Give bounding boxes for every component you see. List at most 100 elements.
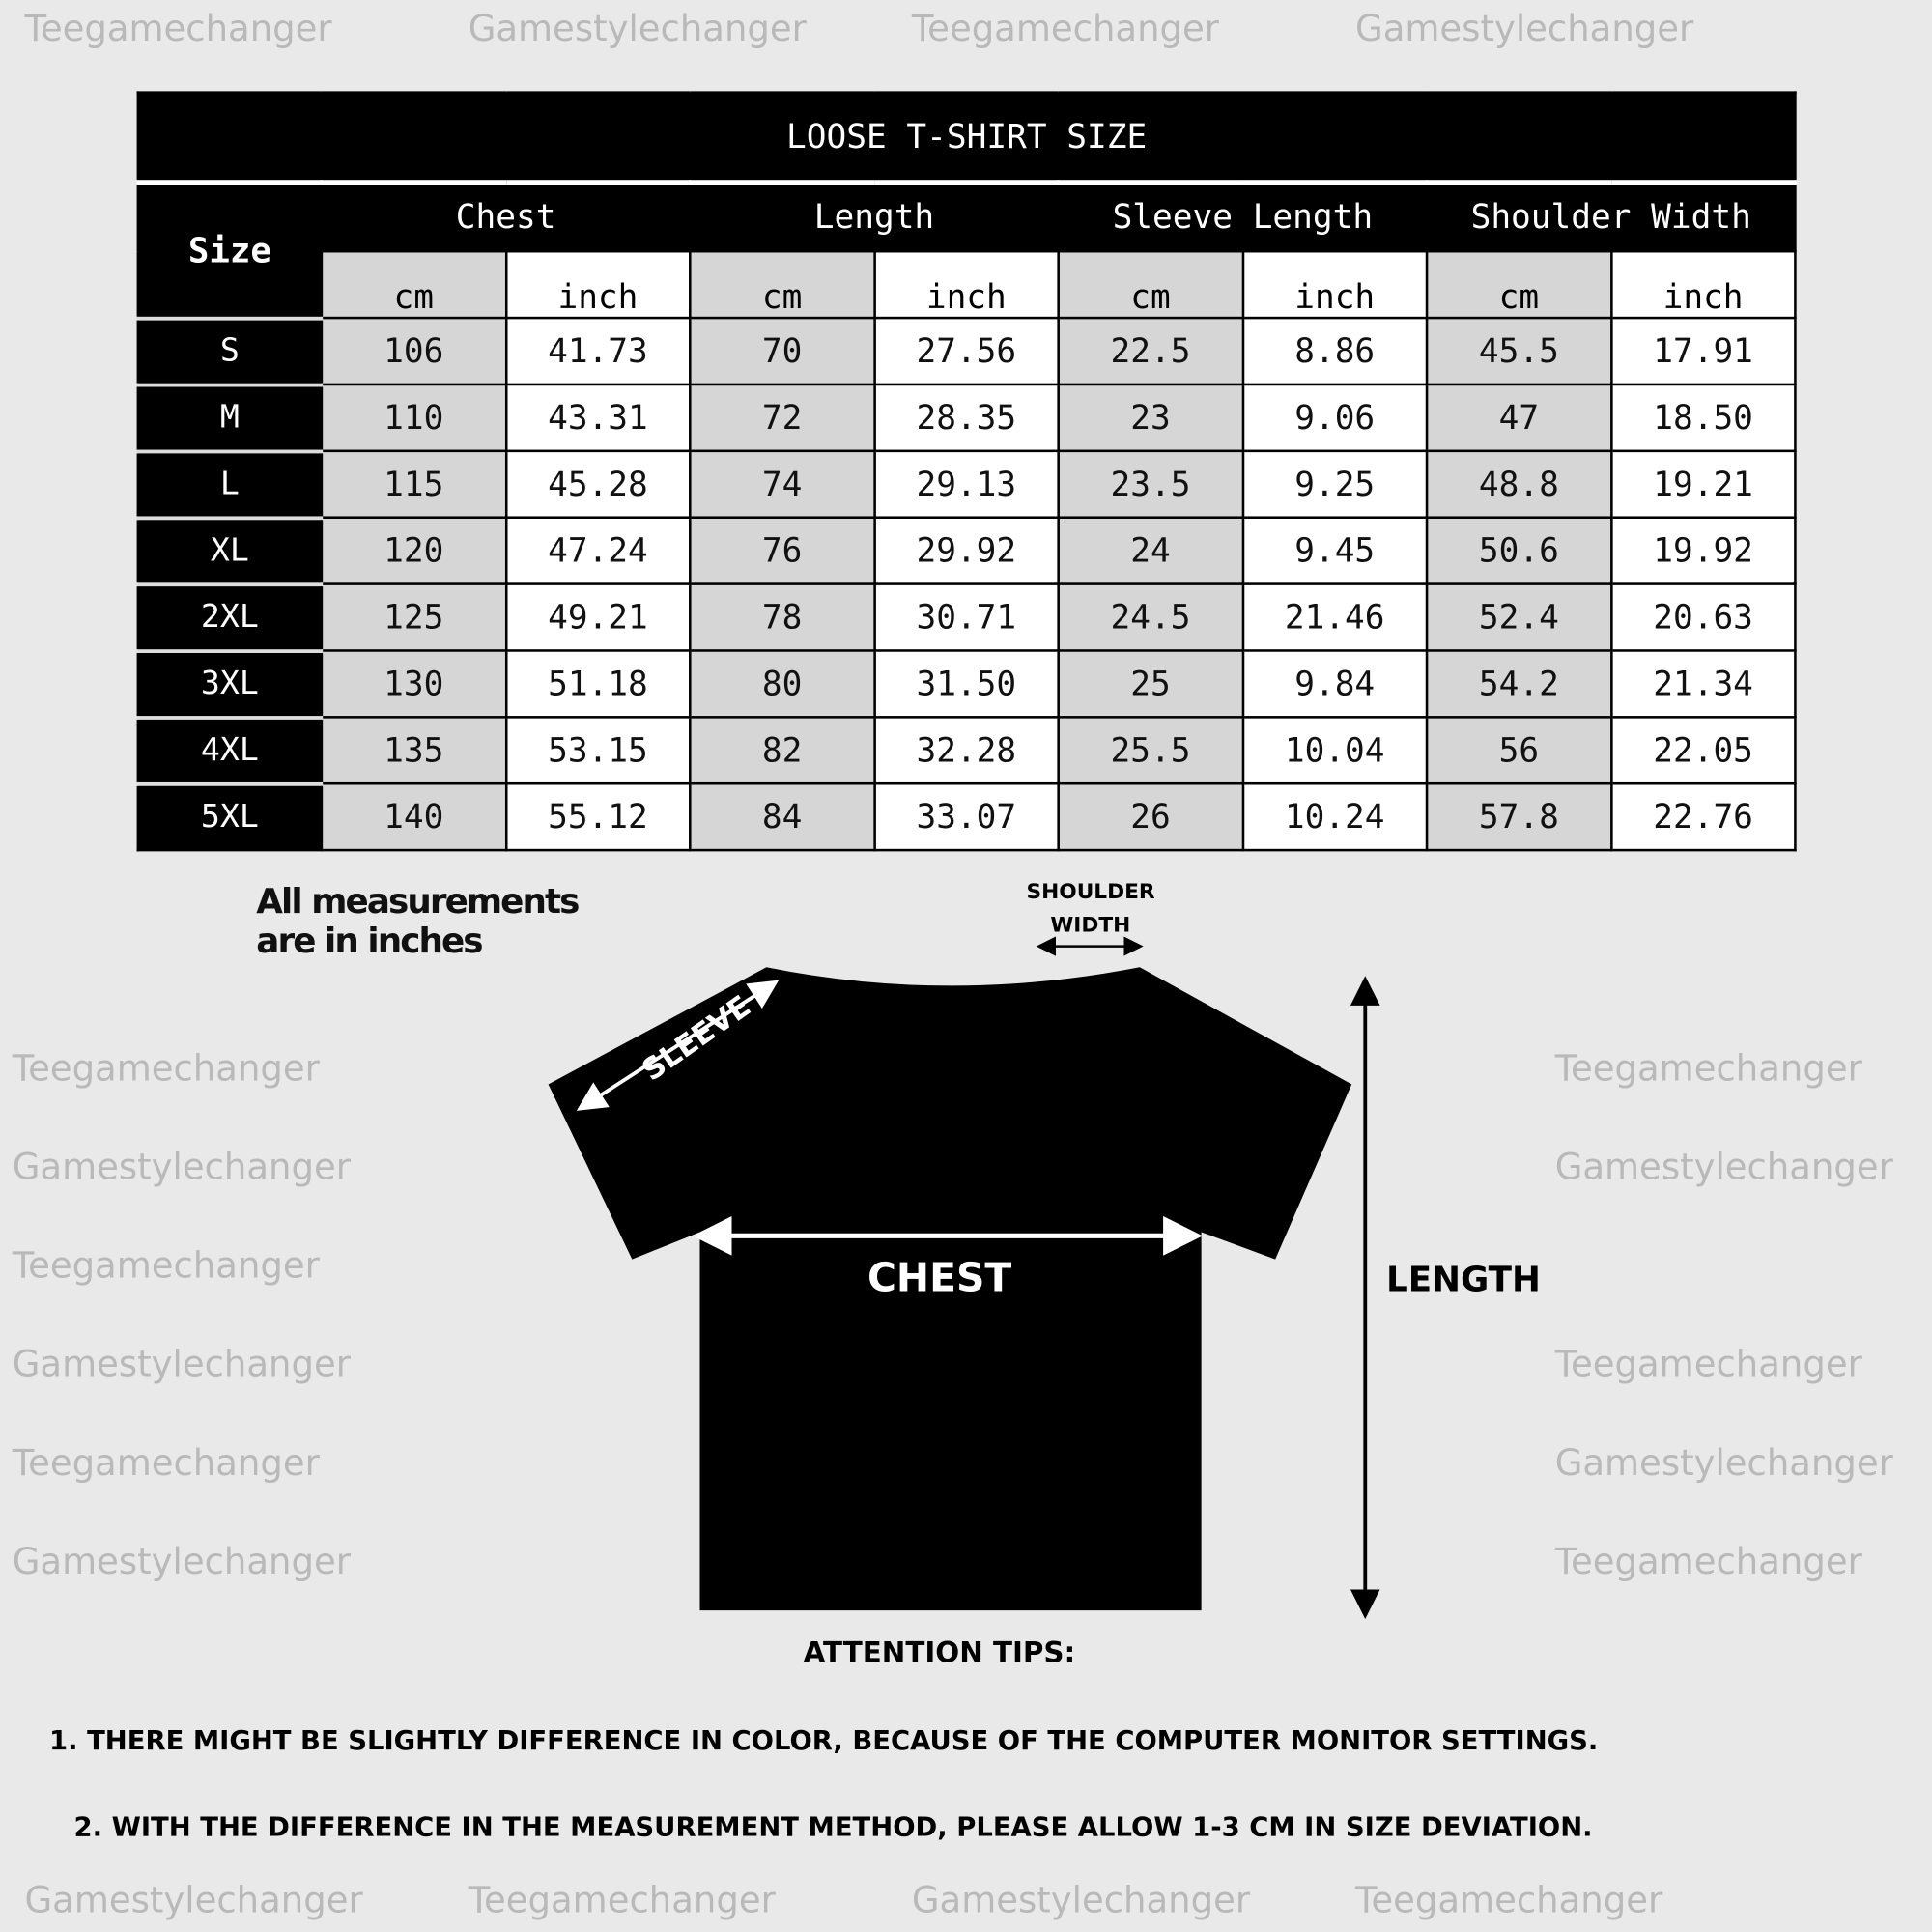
size-label: XL xyxy=(136,515,324,585)
sleeve-arrow xyxy=(576,980,780,1111)
table-cell: 120 xyxy=(320,516,507,585)
table-cell: 23.5 xyxy=(1057,449,1244,519)
table-cell: 56 xyxy=(1425,716,1613,785)
table-cell: 21.46 xyxy=(1241,582,1429,652)
table-cell: 9.45 xyxy=(1241,516,1429,585)
table-cell: 45.28 xyxy=(504,449,692,519)
table-cell: 54.2 xyxy=(1425,649,1613,719)
table-cell: 29.13 xyxy=(872,449,1060,519)
table-row: 2XL 125 49.21 78 30.71 24.5 21.46 52.4 20.63 xyxy=(136,582,1797,652)
table-cell: 18.50 xyxy=(1609,383,1797,453)
table-cell: 45.5 xyxy=(1425,316,1613,386)
shoulder-width-label: SHOULDER WIDTH xyxy=(1026,876,1154,943)
table-row: 5XL 140 55.12 84 33.07 26 10.24 57.8 22.76 xyxy=(136,781,1797,852)
table-cell: 80 xyxy=(689,649,876,719)
table-cell: 22.05 xyxy=(1609,716,1797,785)
table-cell: 72 xyxy=(689,383,876,453)
measurement-note: All measurements are in inches xyxy=(256,880,580,961)
table-cell: 70 xyxy=(689,316,876,386)
table-title: LOOSE T-SHIRT SIZE xyxy=(136,91,1797,185)
table-cell: 110 xyxy=(320,383,507,453)
table-cell: 135 xyxy=(320,716,507,785)
chest-label: CHEST xyxy=(867,1254,1012,1301)
table-row: S 106 41.73 70 27.56 22.5 8.86 45.5 17.91 xyxy=(136,316,1797,386)
table-cell: 9.84 xyxy=(1241,649,1429,719)
table-cell: 27.56 xyxy=(872,316,1060,386)
length-label: LENGTH xyxy=(1385,1259,1541,1300)
unit-header-cm: cm xyxy=(1425,249,1613,320)
group-shoulder-width: Shoulder Width xyxy=(1425,181,1797,253)
table-cell: 24 xyxy=(1057,516,1244,585)
table-cell: 29.92 xyxy=(872,516,1060,585)
table-cell: 10.04 xyxy=(1241,716,1429,785)
table-cell: 22.76 xyxy=(1609,781,1797,852)
table-cell: 76 xyxy=(689,516,876,585)
table-row: XL 120 47.24 76 29.92 24 9.45 50.6 19.92 xyxy=(136,515,1797,585)
table-cell: 9.25 xyxy=(1241,449,1429,519)
table-cell: 49.21 xyxy=(504,582,692,652)
group-sleeve-length: Sleeve Length xyxy=(1057,181,1429,253)
table-cell: 140 xyxy=(320,781,507,852)
size-label: 5XL xyxy=(136,781,324,852)
group-chest: Chest xyxy=(320,181,692,253)
table-cell: 25 xyxy=(1057,649,1244,719)
table-cell: 115 xyxy=(320,449,507,519)
unit-header-cm: cm xyxy=(689,249,876,320)
table-row: M 110 43.31 72 28.35 23 9.06 47 18.50 xyxy=(136,383,1797,453)
table-cell: 82 xyxy=(689,716,876,785)
size-label: L xyxy=(136,448,324,519)
size-label: 4XL xyxy=(136,715,324,785)
table-cell: 57.8 xyxy=(1425,781,1613,852)
table-cell: 125 xyxy=(320,582,507,652)
table-cell: 25.5 xyxy=(1057,716,1244,785)
table-cell: 43.31 xyxy=(504,383,692,453)
table-cell: 31.50 xyxy=(872,649,1060,719)
table-cell: 19.21 xyxy=(1609,449,1797,519)
shoulder-label-line-2: WIDTH xyxy=(1050,913,1131,938)
table-cell: 17.91 xyxy=(1609,316,1797,386)
note-line-2: are in inches xyxy=(256,920,483,961)
note-line-1: All measurements xyxy=(256,880,580,923)
table-cell: 26 xyxy=(1057,781,1244,852)
unit-header-inch: inch xyxy=(504,249,692,320)
table-cell: 20.63 xyxy=(1609,582,1797,652)
table-cell: 19.92 xyxy=(1609,516,1797,585)
table-cell: 74 xyxy=(689,449,876,519)
table-cell: 9.06 xyxy=(1241,383,1429,453)
table-cell: 8.86 xyxy=(1241,316,1429,386)
tip-2: 2. WITH THE DIFFERENCE IN THE MEASUREMEN… xyxy=(73,1812,1593,1844)
attention-tips-heading: ATTENTION TIPS: xyxy=(803,1637,1076,1670)
unit-row: cm inch cm inch cm inch cm inch xyxy=(138,249,1797,320)
table-cell: 130 xyxy=(320,649,507,719)
tip-1: 1. THERE MIGHT BE SLIGHTLY DIFFERENCE IN… xyxy=(49,1725,1599,1757)
tshirt-shape xyxy=(548,967,1352,1611)
table-cell: 21.34 xyxy=(1609,649,1797,719)
table-cell: 41.73 xyxy=(504,316,692,386)
table-cell: 48.8 xyxy=(1425,449,1613,519)
table-cell: 23 xyxy=(1057,383,1244,453)
table-cell: 53.15 xyxy=(504,716,692,785)
size-table: LOOSE T-SHIRT SIZE Size Chest Length Sle… xyxy=(136,91,1797,852)
table-cell: 84 xyxy=(689,781,876,852)
table-cell: 30.71 xyxy=(872,582,1060,652)
group-length: Length xyxy=(689,181,1060,253)
table-cell: 22.5 xyxy=(1057,316,1244,386)
table-cell: 52.4 xyxy=(1425,582,1613,652)
table-cell: 47 xyxy=(1425,383,1613,453)
table-cell: 32.28 xyxy=(872,716,1060,785)
table-cell: 33.07 xyxy=(872,781,1060,852)
unit-header-inch: inch xyxy=(872,249,1060,320)
table-cell: 78 xyxy=(689,582,876,652)
size-label: 3XL xyxy=(136,648,324,719)
table-cell: 106 xyxy=(320,316,507,386)
table-row: 3XL 130 51.18 80 31.50 25 9.84 54.2 21.34 xyxy=(136,648,1797,719)
unit-header-inch: inch xyxy=(1609,249,1797,320)
table-cell: 55.12 xyxy=(504,781,692,852)
size-label: 2XL xyxy=(136,582,324,652)
shoulder-label-line-1: SHOULDER xyxy=(1026,879,1155,905)
table-cell: 10.24 xyxy=(1241,781,1429,852)
unit-header-inch: inch xyxy=(1241,249,1429,320)
table-cell: 47.24 xyxy=(504,516,692,585)
